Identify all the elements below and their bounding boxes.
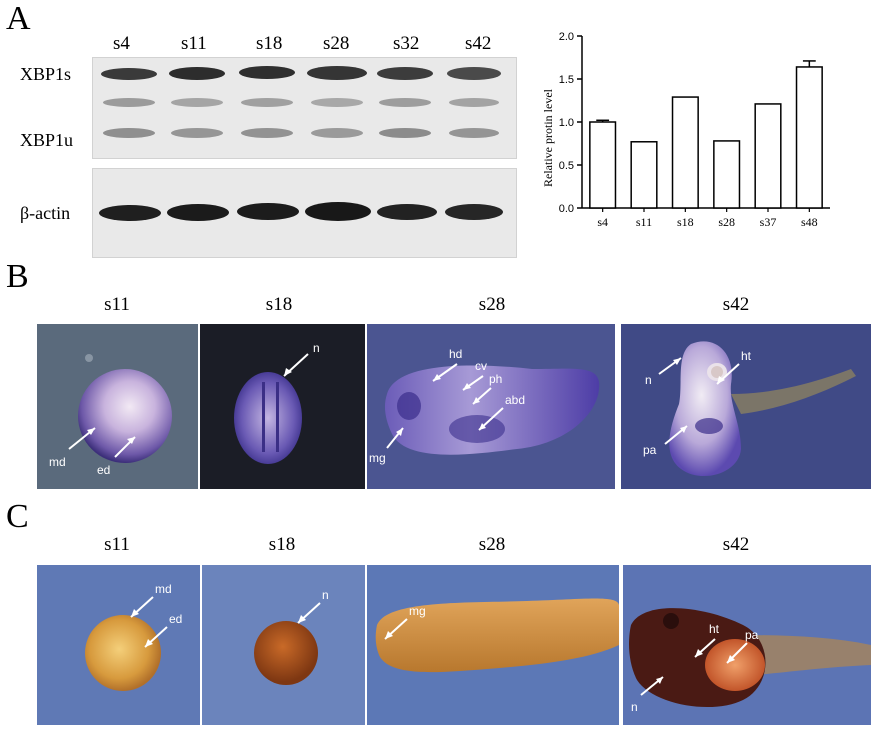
lane-label: s4 [113,33,130,54]
stage-label: s42 [722,294,750,315]
y-tick-label: 2.0 [559,31,574,43]
image-b-s42: n ht pa [621,324,871,489]
row-label-xbp1s: XBP1s [20,64,72,84]
bar [754,103,782,209]
annotation-pa: pa [745,628,759,642]
western-blot-xbp1 [92,57,517,159]
annotation-ht: ht [741,349,752,363]
image-c-s18: n [202,565,365,725]
stage-label: s28 [478,534,506,555]
annotation-mg: mg [369,451,386,465]
y-axis-label: Relative protin level [541,88,555,187]
annotation-n: n [322,588,329,602]
annotation-cv: cv [475,359,487,373]
stage-label: s42 [722,534,750,555]
x-tick-label: s37 [760,215,777,229]
image-c-s28: mg [367,565,619,725]
stage-label: s11 [104,534,130,555]
stage-label: s28 [478,294,506,315]
image-b-s18: n [200,324,365,489]
panel-c-letter: C [6,498,29,535]
annotation-abd: abd [505,393,525,407]
image-b-s28: hd cv ph abd mg [367,324,615,489]
lane-label: s32 [393,33,420,54]
row-label-actin: β-actin [20,203,71,223]
annotation-md: md [49,455,66,469]
x-tick-label: s4 [597,215,608,229]
bar [795,66,823,209]
annotation-ed: ed [97,463,110,477]
stage-label: s18 [265,294,293,315]
annotation-n: n [645,373,652,387]
y-tick-label: 1.0 [559,117,574,129]
stage-label: s11 [104,294,130,315]
image-c-s11: md ed [37,565,200,725]
panel-a-letter: A [6,0,31,37]
x-tick-label: s18 [677,215,694,229]
annotation-hd: hd [449,347,462,361]
annotation-ph: ph [489,372,502,386]
x-tick-label: s28 [718,215,735,229]
lane-label: s28 [323,33,350,54]
annotation-n: n [631,700,638,714]
x-tick-label: s11 [636,215,652,229]
bar [630,141,658,209]
bar [589,121,617,209]
annotation-ht: ht [709,622,720,636]
bar-chart: Relative protin level 0.0 0.5 1.0 1.5 2.0 s4 s… [541,31,830,229]
annotation-mg: mg [409,604,426,618]
image-b-s11: md ed [37,324,198,489]
x-tick-label: s48 [801,215,818,229]
lane-label: s18 [256,33,283,54]
image-c-s42: ht pa n [623,565,871,725]
bar [671,96,699,209]
y-tick-label: 1.5 [559,74,574,86]
y-tick-label: 0.5 [559,160,574,172]
bar [713,140,741,209]
lane-label: s42 [465,33,492,54]
y-tick-label: 0.0 [559,203,574,215]
row-label-xbp1u: XBP1u [20,130,74,150]
western-blot-actin [92,168,517,258]
annotation-n: n [313,341,320,355]
annotation-pa: pa [643,443,657,457]
annotation-md: md [155,582,172,596]
lane-label: s11 [181,33,207,54]
panel-b-letter: B [6,258,29,295]
annotation-ed: ed [169,612,182,626]
stage-label: s18 [268,534,296,555]
